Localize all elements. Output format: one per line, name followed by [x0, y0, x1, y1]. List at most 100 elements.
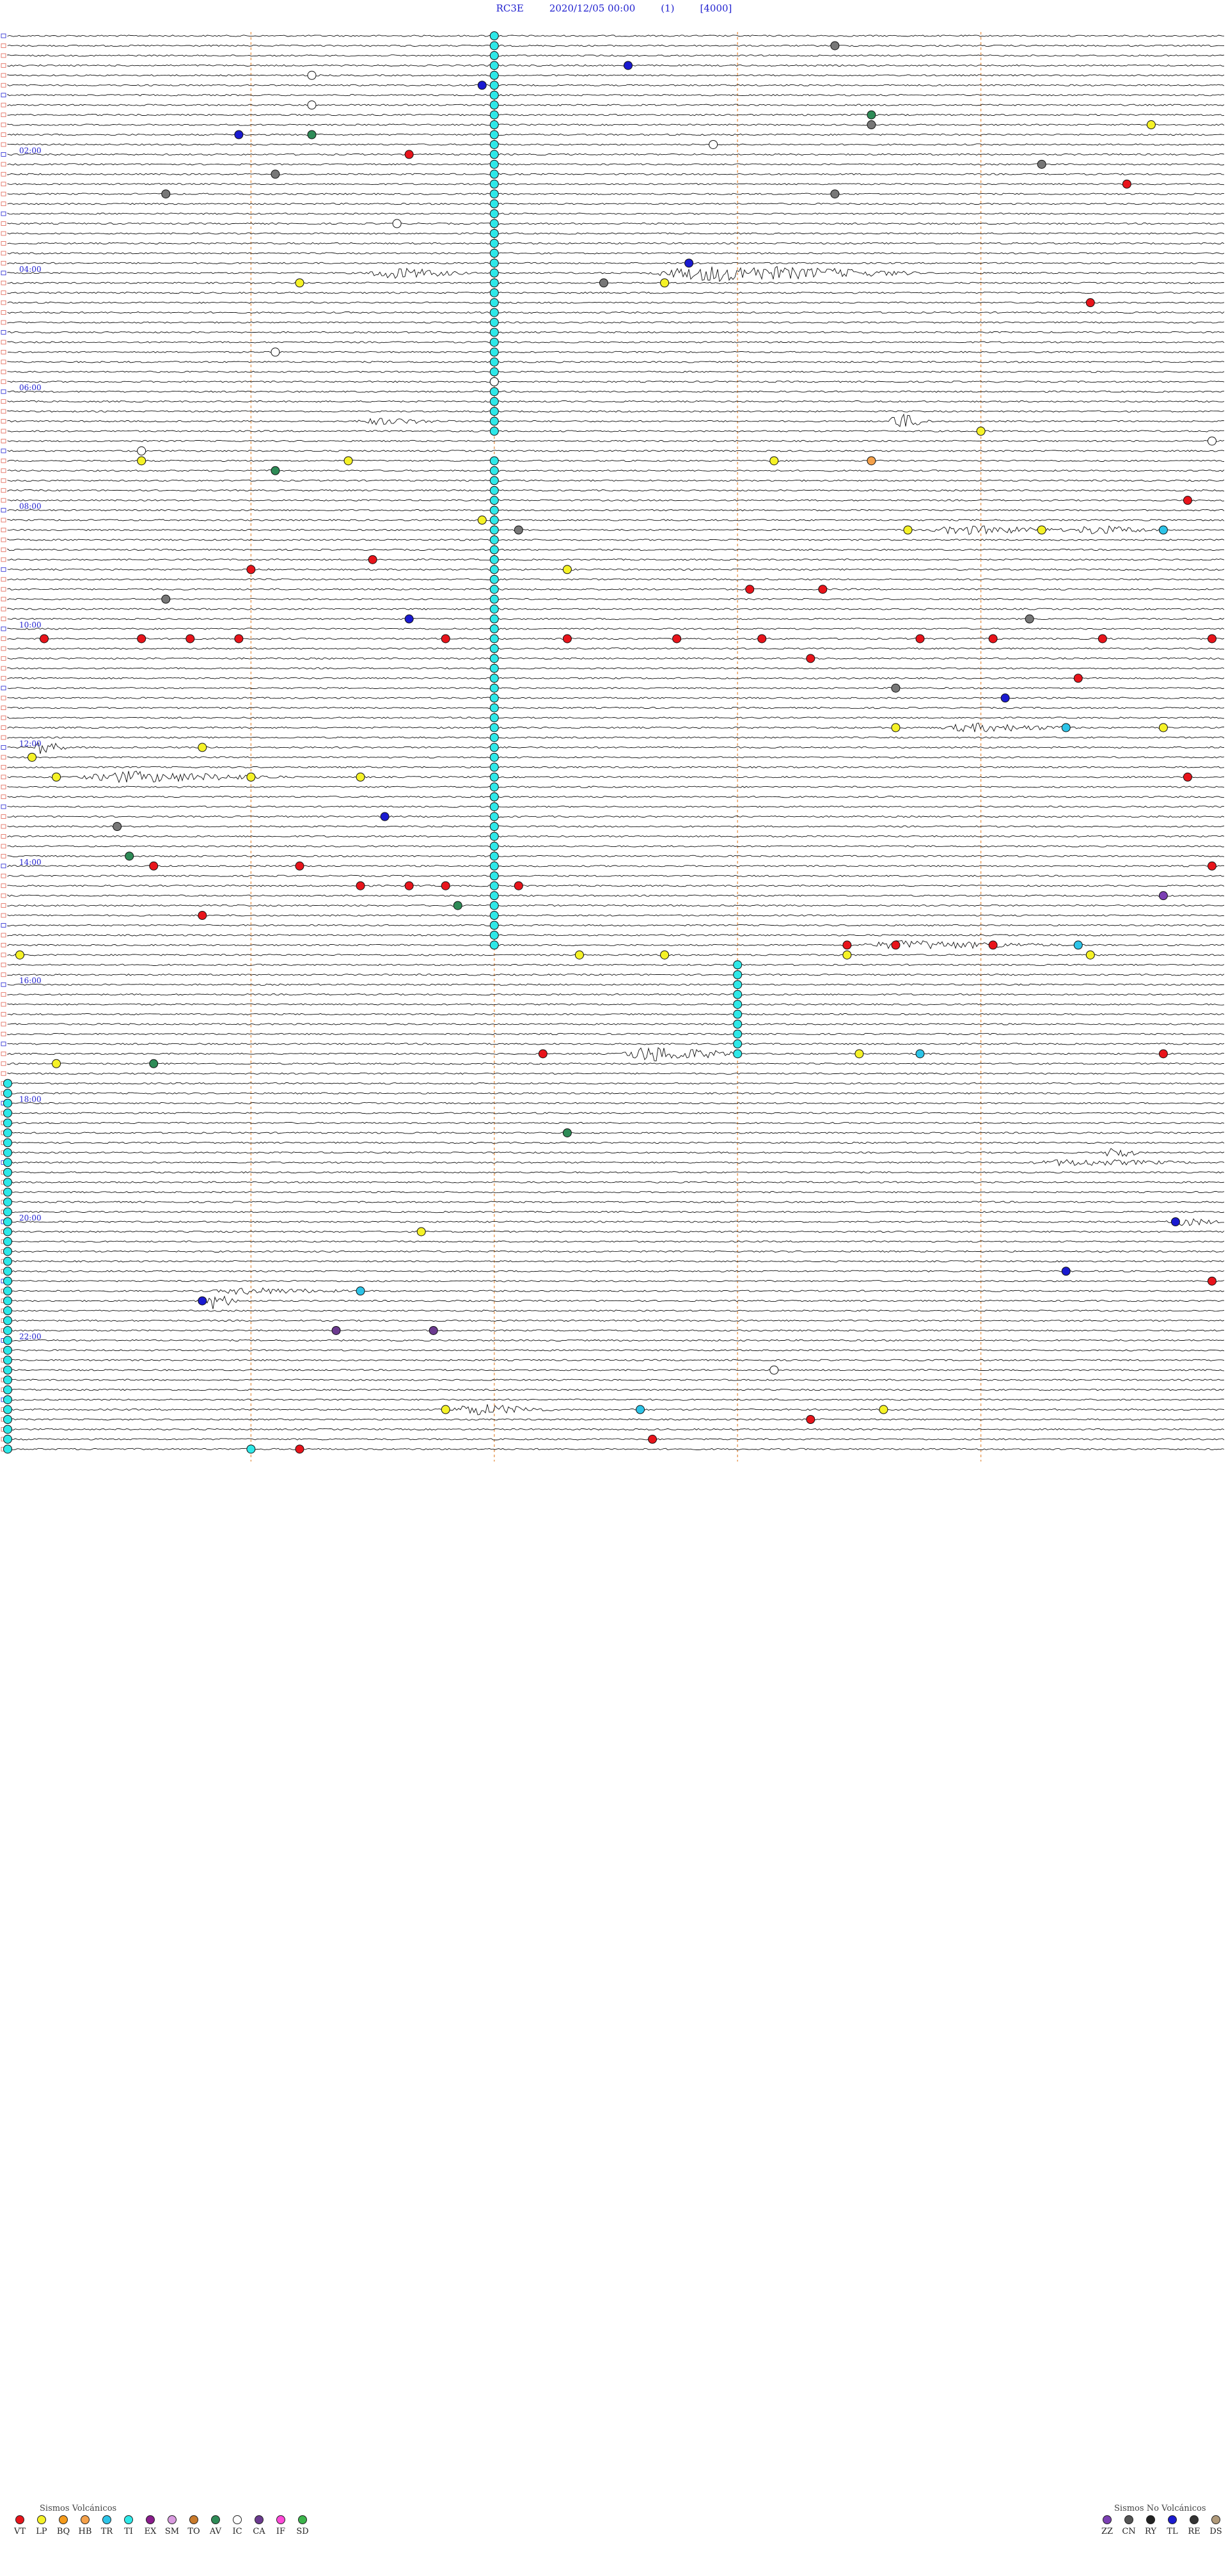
event-marker: [247, 773, 255, 781]
legend-volcanic-items: VT LP BQ HB TR TI EX SM TO AV IC CA IF SD: [9, 2515, 313, 2536]
event-marker: [1147, 121, 1155, 129]
row-marker: [1, 380, 6, 384]
trace-row: [8, 723, 1224, 732]
row-marker: [1, 291, 6, 295]
ti-event-marker: [4, 1396, 12, 1404]
event-marker: [198, 743, 207, 752]
event-marker: [563, 1128, 571, 1137]
row-marker: [1, 429, 6, 433]
ti-event-marker: [4, 1198, 12, 1206]
trace-row: [8, 124, 1224, 125]
ti-event-marker: [490, 664, 498, 672]
row-marker: [1, 301, 6, 304]
row-marker: [1, 607, 6, 611]
event-marker: [1208, 862, 1216, 870]
event-marker: [831, 42, 839, 50]
event-marker: [198, 1297, 207, 1305]
trace-row: [8, 697, 1224, 699]
ti-event-marker: [490, 852, 498, 860]
trace-row: [8, 1148, 1224, 1156]
legend-swatch: [146, 2515, 155, 2524]
amplitude-scale: [4000]: [700, 3, 732, 14]
trace-row: [8, 1033, 1224, 1034]
trace-row: [8, 351, 1224, 352]
ti-event-marker: [490, 190, 498, 198]
event-marker: [332, 1326, 340, 1334]
trace-row: [8, 1181, 1224, 1183]
trace-row: [8, 223, 1224, 224]
row-marker: [1, 331, 6, 335]
ti-event-marker: [490, 239, 498, 248]
row-marker: [1, 874, 6, 878]
legend-item: IC: [226, 2515, 248, 2536]
legend-code: CA: [253, 2527, 265, 2536]
row-marker: [1, 123, 6, 127]
event-marker: [1074, 674, 1082, 683]
trace-row: [8, 717, 1224, 718]
row-marker: [1, 795, 6, 799]
event-marker: [198, 912, 207, 920]
hour-label: 22:00: [19, 1332, 42, 1341]
trace-row: [8, 213, 1224, 214]
event-marker: [1074, 941, 1082, 949]
trace-row: [8, 509, 1224, 510]
row-marker: [1, 1042, 6, 1046]
hour-label: 04:00: [19, 265, 42, 274]
ti-event-marker: [490, 150, 498, 159]
ti-event-marker: [734, 961, 742, 969]
trace-row: [8, 549, 1224, 550]
ti-event-marker: [490, 269, 498, 277]
row-marker: [1, 686, 6, 690]
event-marker: [661, 951, 669, 959]
ti-event-marker: [4, 1405, 12, 1414]
row-marker: [1, 755, 6, 759]
ti-event-marker: [4, 1128, 12, 1137]
event-marker: [514, 526, 523, 534]
trace-row: [8, 855, 1224, 857]
trace-row: [8, 1142, 1224, 1143]
event-marker: [40, 635, 49, 643]
legend-swatch: [37, 2515, 46, 2524]
row-marker: [1, 489, 6, 493]
ti-event-marker: [490, 694, 498, 702]
event-marker: [16, 951, 24, 959]
event-marker: [770, 1366, 778, 1374]
station-code: RC3E: [496, 3, 524, 14]
trace-row: [8, 1102, 1224, 1103]
row-marker: [1, 983, 6, 986]
row-marker: [1, 241, 6, 245]
legend-swatch: [1146, 2515, 1155, 2524]
ti-event-marker: [490, 575, 498, 583]
trace-row: [8, 628, 1224, 629]
event-marker: [1159, 526, 1167, 534]
trace-row: [8, 1048, 1224, 1061]
ti-event-marker: [490, 763, 498, 771]
trace-row: [8, 1160, 1224, 1166]
row-marker: [1, 1002, 6, 1006]
row-marker: [1, 1052, 6, 1055]
row-marker: [1, 320, 6, 324]
trace-row: [8, 1251, 1224, 1252]
row-marker: [1, 1032, 6, 1036]
event-marker: [417, 1228, 425, 1236]
ti-event-marker: [490, 931, 498, 939]
event-marker: [892, 723, 900, 732]
row-marker: [1, 656, 6, 660]
row-marker: [1, 271, 6, 275]
trace-row: [8, 569, 1224, 570]
event-marker: [368, 555, 377, 564]
event-marker: [271, 348, 279, 356]
ti-event-marker: [490, 130, 498, 139]
trace-row: [8, 826, 1224, 827]
trace-row: [8, 144, 1224, 145]
ti-event-marker: [490, 230, 498, 238]
hour-label: 18:00: [19, 1095, 42, 1104]
event-marker: [186, 635, 194, 643]
ti-event-marker: [490, 219, 498, 228]
ti-event-marker: [490, 51, 498, 59]
event-marker: [125, 852, 134, 860]
row-marker: [1, 864, 6, 868]
row-marker: [1, 63, 6, 67]
row-marker: [1, 558, 6, 562]
